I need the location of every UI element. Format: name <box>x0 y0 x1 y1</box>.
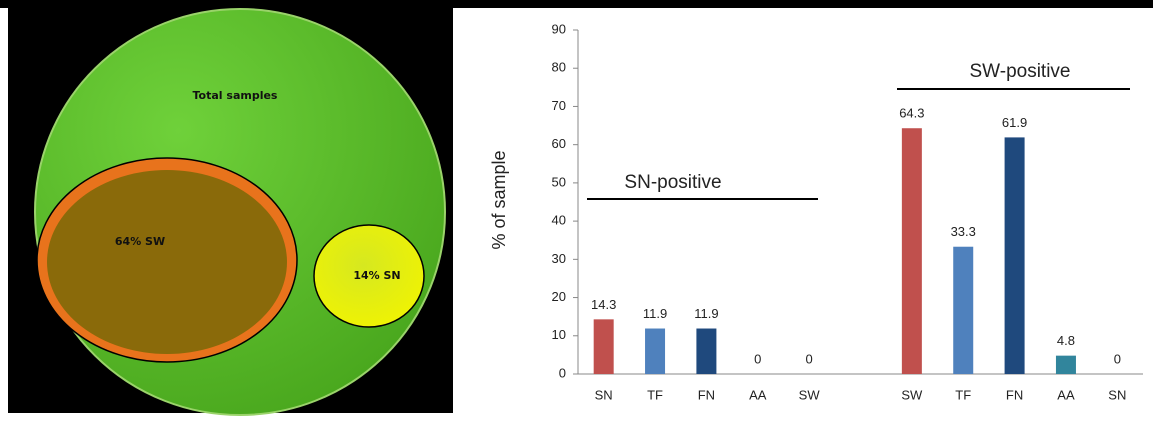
value-label: 0 <box>754 351 761 366</box>
top-border <box>0 0 1153 8</box>
outer-label: Total samples <box>193 89 278 102</box>
y-tick-label: 90 <box>552 21 566 36</box>
y-tick-label: 50 <box>552 174 566 189</box>
value-label: 0 <box>1114 351 1121 366</box>
bar <box>593 319 614 374</box>
sw-circle-inner <box>47 170 287 354</box>
x-tick-label: SW <box>901 387 923 402</box>
bar <box>953 246 974 374</box>
bar <box>696 328 717 374</box>
value-label: 11.9 <box>694 306 718 321</box>
x-tick-label: SN <box>595 387 613 402</box>
bar <box>645 328 666 374</box>
value-label: 11.9 <box>643 306 667 321</box>
y-tick-label: 20 <box>552 289 566 304</box>
annotation: SN-positive <box>624 172 721 193</box>
bar <box>1055 355 1076 374</box>
sw-label: 64% SW <box>115 235 165 248</box>
x-tick-label: TF <box>647 387 663 402</box>
value-label: 33.3 <box>951 224 976 239</box>
x-tick-label: AA <box>749 387 767 402</box>
value-label: 0 <box>806 351 813 366</box>
y-tick-label: 10 <box>552 327 566 342</box>
x-tick-label: FN <box>1006 387 1023 402</box>
x-tick-label: FN <box>698 387 715 402</box>
value-label: 4.8 <box>1057 333 1075 348</box>
value-label: 64.3 <box>899 106 924 121</box>
sn-label: 14% SN <box>353 269 400 282</box>
value-label: 61.9 <box>1002 115 1027 130</box>
x-tick-label: AA <box>1057 387 1075 402</box>
x-tick-label: TF <box>955 387 971 402</box>
x-tick-label: SW <box>799 387 821 402</box>
bar <box>1004 137 1025 374</box>
y-tick-label: 80 <box>552 60 566 75</box>
value-label: 14.3 <box>591 297 616 312</box>
sn-circle <box>313 224 425 328</box>
y-tick-label: 40 <box>552 213 566 228</box>
y-axis-title: % of sample <box>489 150 509 249</box>
y-tick-label: 60 <box>552 136 566 151</box>
y-tick-label: 0 <box>559 365 566 380</box>
annotation: SW-positive <box>969 61 1070 82</box>
y-tick-label: 70 <box>552 98 566 113</box>
bar <box>901 128 922 374</box>
x-tick-label: SN <box>1108 387 1126 402</box>
y-tick-label: 30 <box>552 251 566 266</box>
